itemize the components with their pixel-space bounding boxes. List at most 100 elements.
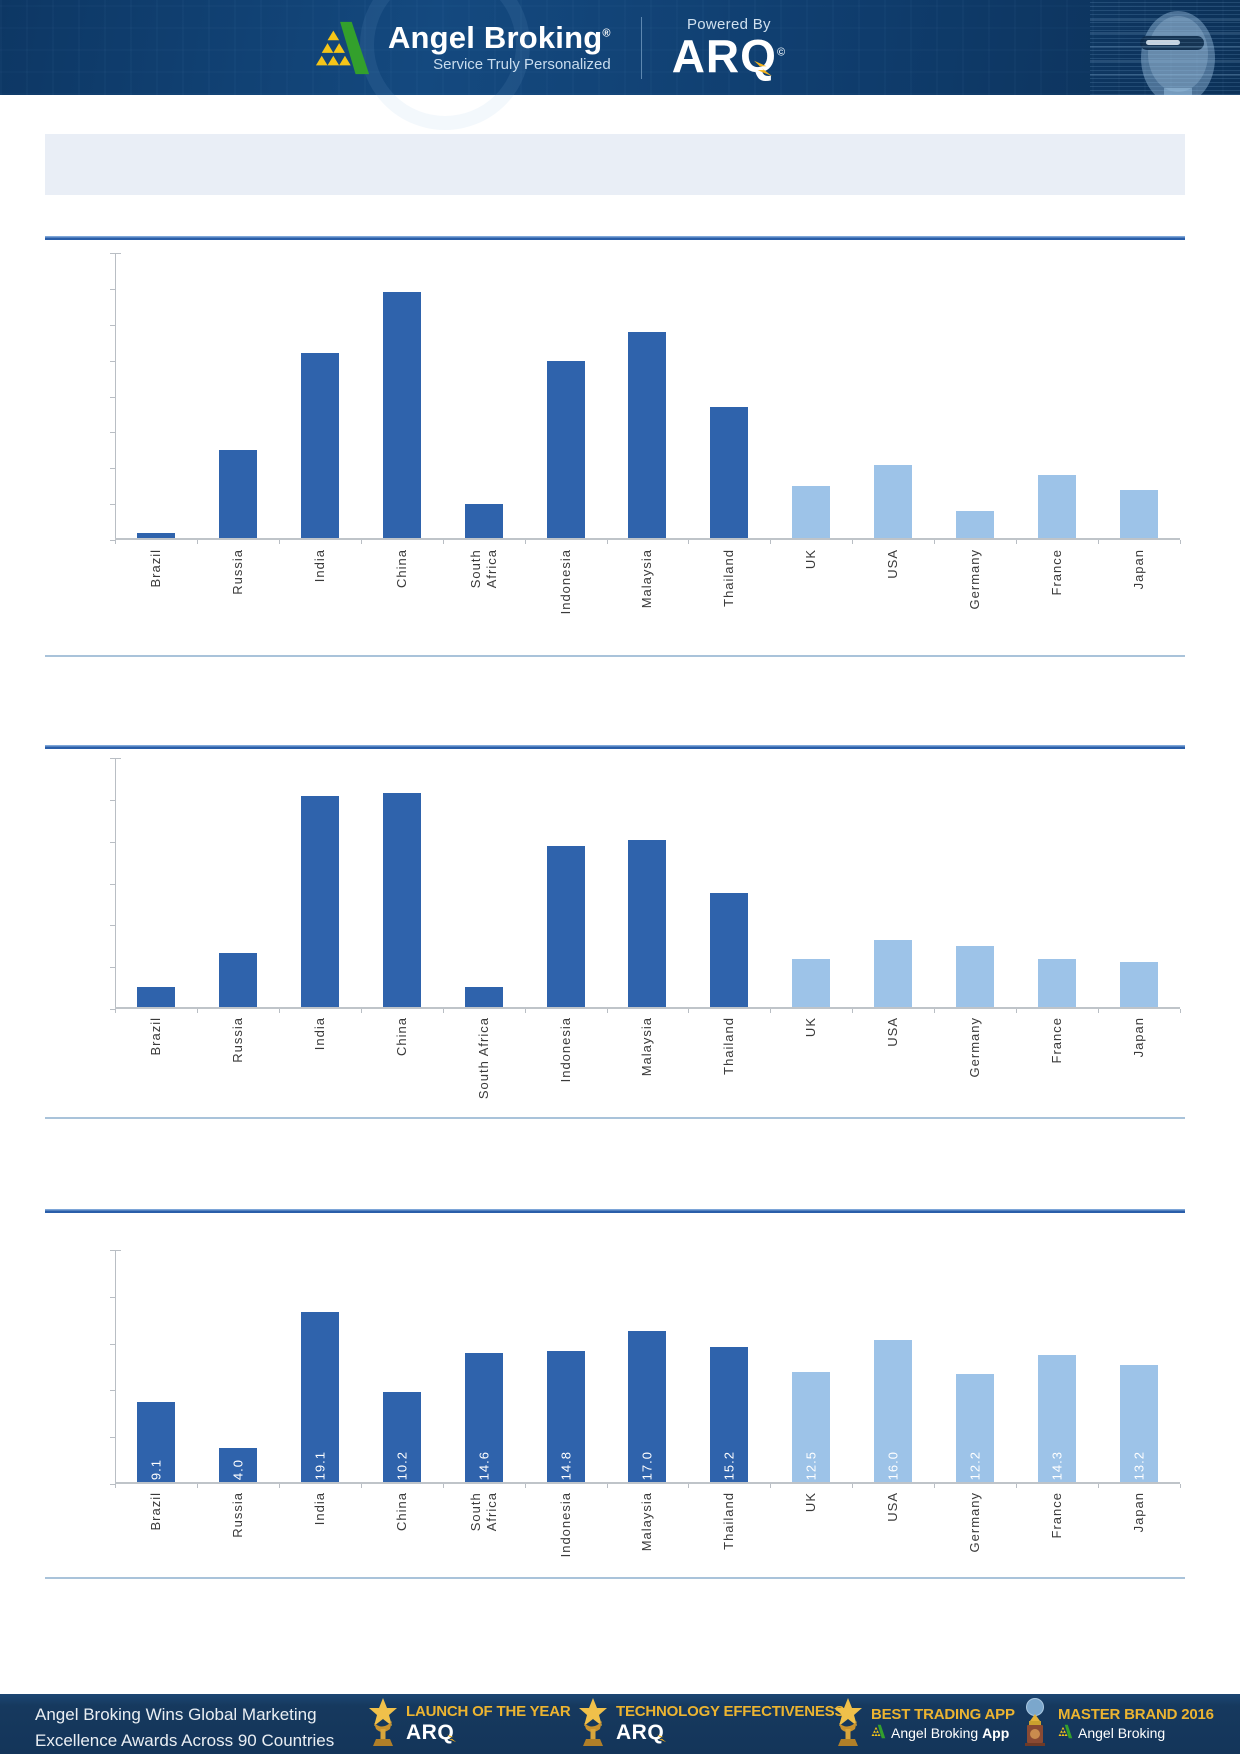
category-label-thailand: Thailand — [721, 549, 737, 607]
category-label-thailand: Thailand — [721, 1492, 737, 1550]
category-label-france: France — [1049, 1017, 1065, 1064]
bar-value-label: 9.1 — [148, 1458, 164, 1480]
registered-mark: ® — [602, 27, 611, 40]
category-label-russia: Russia — [229, 1017, 245, 1063]
section1-footer-rule — [45, 655, 1185, 657]
title-band — [45, 134, 1185, 195]
category-label-india: India — [311, 549, 327, 583]
bar-france — [1038, 475, 1077, 540]
bar-russia — [218, 450, 257, 540]
category-label-germany: Germany — [967, 1492, 983, 1553]
arq-wordmark: ARQ — [406, 1721, 457, 1745]
category-label-usa: USA — [885, 1492, 901, 1522]
bar-thailand — [710, 407, 749, 540]
star-trophy-icon — [368, 1697, 398, 1752]
category-label-russia: Russia — [229, 549, 245, 595]
brand-tagline: Service Truly Personalized — [433, 56, 611, 74]
lightning-bolt-icon — [447, 1734, 457, 1743]
x-axis — [115, 1482, 1180, 1484]
bar-thailand: 15.2 — [710, 1347, 749, 1484]
angel-broking-logo-icon — [315, 21, 370, 74]
bar-uk — [792, 486, 831, 540]
y-axis — [115, 1250, 116, 1484]
bar-thailand — [710, 892, 749, 1009]
awards-footer: Angel Broking Wins Global Marketing Exce… — [0, 1694, 1240, 1754]
angel-logo-mini-icon — [871, 1724, 886, 1743]
category-label-brazil: Brazil — [147, 1492, 163, 1531]
globe-trophy-icon — [1020, 1697, 1050, 1752]
angel-logo-mini-icon — [1058, 1724, 1073, 1743]
category-label-thailand: Thailand — [721, 1017, 737, 1075]
angel-broking-wordmark: Angel Broking — [1058, 1724, 1214, 1743]
bar-value-label: 4.0 — [230, 1458, 246, 1480]
powered-by-label: Powered By — [686, 16, 771, 33]
footer-message: Angel Broking Wins Global Marketing Exce… — [35, 1705, 335, 1750]
bar-germany: 12.2 — [956, 1374, 995, 1484]
bar-malaysia — [628, 331, 667, 540]
section2-footer-rule — [45, 1117, 1185, 1119]
chart-2-category-labels: Brazil Russia India China South Africa Indone… — [115, 1017, 1180, 1115]
bar-south-africa — [464, 987, 503, 1009]
bar-value-label: 19.1 — [312, 1450, 328, 1480]
award-title: MASTER BRAND 2016 — [1058, 1705, 1214, 1723]
bar-value-label: 14.3 — [1049, 1450, 1065, 1480]
section3-footer-rule — [45, 1577, 1185, 1579]
category-label-brazil: Brazil — [147, 549, 163, 588]
bar-usa — [874, 464, 913, 540]
y-axis — [115, 758, 116, 1009]
category-label-uk: UK — [803, 1017, 819, 1038]
bar-japan — [1120, 489, 1159, 540]
bar-india: 19.1 — [300, 1312, 339, 1484]
bar-india — [300, 353, 339, 540]
bar-value-label: 14.8 — [558, 1450, 574, 1480]
award-item-2: TECHNOLOGY EFFECTIVENESS ARQ — [578, 1697, 845, 1752]
chart-3-plot: 9.1 4.0 19.1 10.2 14.6 14.8 17.0 15.2 12.5 16.0 12… — [110, 1250, 1181, 1488]
bar-india — [300, 795, 339, 1009]
category-label-germany: Germany — [967, 549, 983, 610]
bar-value-label: 17.0 — [639, 1450, 655, 1480]
hologram-head-graphic — [1090, 0, 1240, 95]
star-trophy-icon — [578, 1697, 608, 1752]
category-label-indonesia: Indonesia — [557, 549, 573, 615]
bar-france — [1038, 958, 1077, 1009]
bar-south-africa — [464, 504, 503, 540]
section2-header-rule — [45, 745, 1185, 749]
bar-brazil — [136, 532, 175, 540]
header-divider — [640, 16, 642, 79]
category-label-south-africa: South Africa — [467, 1492, 499, 1532]
bar-value-label: 16.0 — [885, 1450, 901, 1480]
bar-indonesia: 14.8 — [546, 1350, 585, 1484]
bar-japan — [1120, 961, 1159, 1009]
award-item-3: BEST TRADING APP Angel Broking App — [833, 1697, 1015, 1749]
bar-indonesia — [546, 845, 585, 1009]
award-title: TECHNOLOGY EFFECTIVENESS — [616, 1703, 845, 1721]
chart-2-plot — [110, 758, 1181, 1013]
bar-russia — [218, 952, 257, 1009]
bar-germany — [956, 511, 995, 540]
bar-france: 14.3 — [1038, 1355, 1077, 1484]
header-banner: Angel Broking® Service Truly Personalize… — [0, 0, 1240, 130]
bar-value-label: 15.2 — [721, 1450, 737, 1480]
brand-name: Angel Broking® — [387, 19, 611, 55]
award-title: BEST TRADING APP — [871, 1705, 1015, 1723]
category-label-japan: Japan — [1131, 549, 1147, 590]
bar-value-label: 10.2 — [394, 1450, 410, 1480]
bar-brazil: 9.1 — [136, 1402, 175, 1484]
bar-japan: 13.2 — [1120, 1365, 1159, 1484]
chart-1-plot — [110, 253, 1181, 544]
bar-value-label: 13.2 — [1131, 1450, 1147, 1480]
category-label-south-africa: South Africa — [467, 549, 499, 589]
bar-china: 10.2 — [382, 1392, 421, 1484]
section3-header-rule — [45, 1209, 1185, 1213]
category-label-china: China — [393, 1492, 409, 1531]
bar-value-label: 12.2 — [967, 1450, 983, 1480]
bar-malaysia — [628, 839, 667, 1009]
bar-value-label: 14.6 — [476, 1450, 492, 1480]
bar-usa: 16.0 — [874, 1340, 913, 1484]
category-label-japan: Japan — [1131, 1492, 1147, 1533]
bar-south-africa: 14.6 — [464, 1352, 503, 1484]
bar-malaysia: 17.0 — [628, 1331, 667, 1484]
chart-1-category-labels: Brazil Russia India China South Africa Indone… — [115, 549, 1180, 645]
bar-indonesia — [546, 360, 585, 540]
